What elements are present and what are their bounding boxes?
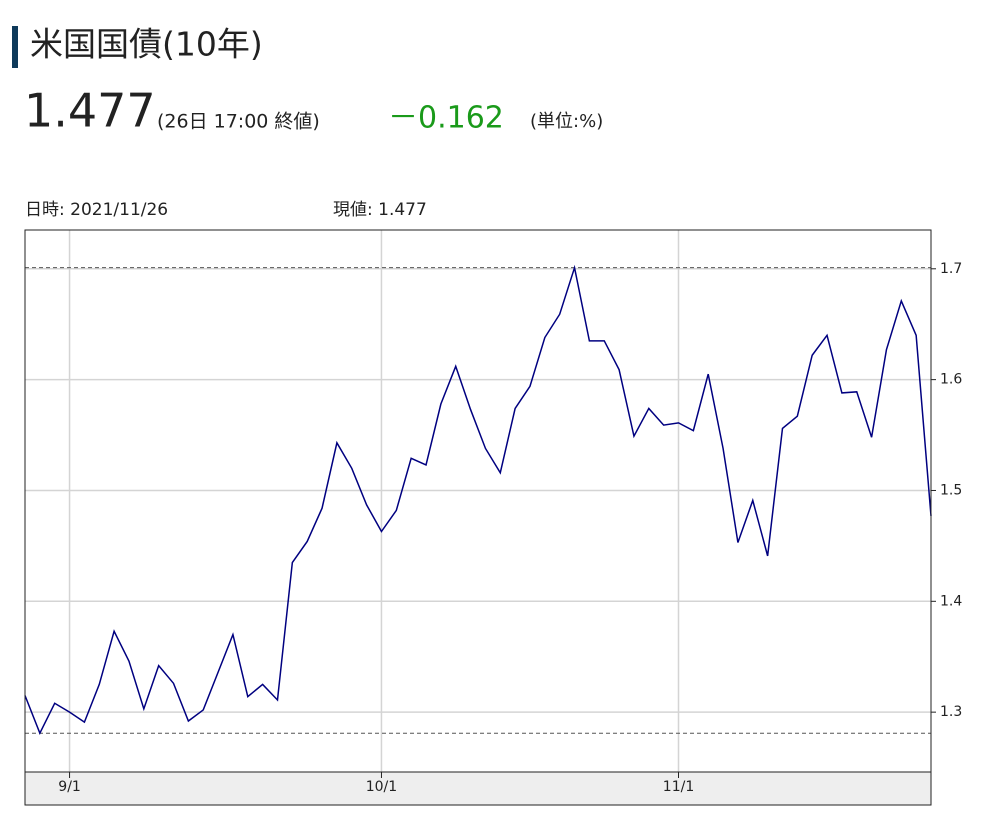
- y-tick-label: 1.7: [940, 261, 962, 277]
- price-time: (26日 17:00 終値): [157, 111, 320, 133]
- date-label: 日時: 2021/11/26: [25, 200, 168, 220]
- title-bar: [12, 26, 18, 68]
- price-change: －0.162: [388, 101, 504, 136]
- x-axis-strip: [24, 771, 932, 806]
- x-tick-label: 9/1: [58, 779, 81, 795]
- unit: (単位:%): [530, 111, 603, 132]
- price-line: [24, 264, 932, 736]
- y-tick-label: 1.3: [940, 704, 962, 720]
- price: 1.477: [24, 84, 156, 138]
- x-tick-label: 10/1: [366, 779, 397, 795]
- x-tick-label: 11/1: [663, 779, 694, 795]
- y-tick-label: 1.4: [940, 593, 962, 609]
- value-label: 現値: 1.477: [333, 200, 427, 220]
- plot-frame: [24, 229, 932, 773]
- y-tick-label: 1.6: [940, 372, 962, 388]
- y-tick-label: 1.5: [940, 482, 962, 498]
- title: 米国国債(10年): [30, 25, 263, 64]
